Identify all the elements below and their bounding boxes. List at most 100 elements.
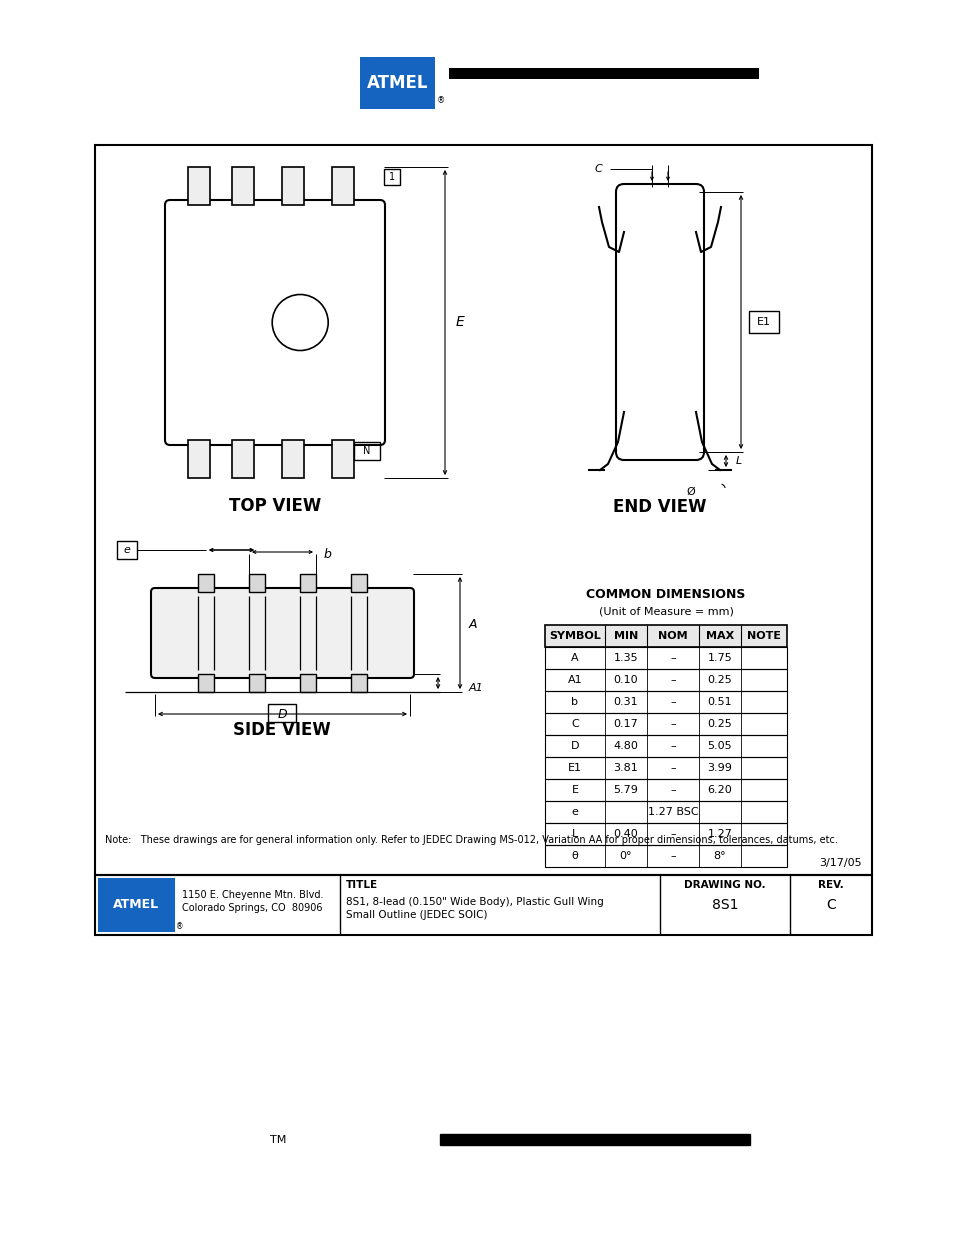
Text: 0.17: 0.17 (613, 719, 638, 729)
Bar (249, 674, 265, 692)
Text: TM: TM (270, 1135, 286, 1145)
Text: NOTE: NOTE (746, 631, 781, 641)
Text: L: L (571, 829, 578, 839)
Text: 8°: 8° (713, 851, 725, 861)
Bar (249, 574, 265, 592)
Text: 1: 1 (389, 172, 395, 182)
Bar (544, 735, 786, 757)
Text: –: – (670, 741, 675, 751)
Text: –: – (670, 653, 675, 663)
Text: 1.75: 1.75 (707, 653, 732, 663)
Text: ATMEL: ATMEL (366, 74, 428, 91)
Bar (351, 674, 367, 692)
Text: DRAWING NO.: DRAWING NO. (683, 881, 765, 890)
FancyBboxPatch shape (151, 588, 414, 678)
Text: COMMON DIMENSIONS: COMMON DIMENSIONS (586, 589, 745, 601)
Bar (282, 440, 304, 478)
Text: 5.05: 5.05 (707, 741, 732, 751)
Text: D: D (570, 741, 578, 751)
Bar (544, 845, 786, 867)
Text: 0.51: 0.51 (707, 697, 732, 706)
Bar (198, 574, 213, 592)
Text: END VIEW: END VIEW (613, 498, 706, 516)
FancyBboxPatch shape (165, 200, 385, 445)
Bar (544, 802, 786, 823)
Bar (439, 1134, 749, 1145)
Text: NOM: NOM (658, 631, 687, 641)
Text: b: b (324, 547, 332, 561)
Text: L: L (735, 456, 741, 466)
Text: C: C (594, 164, 601, 174)
Text: C: C (571, 719, 578, 729)
Text: A1: A1 (567, 676, 581, 685)
Bar (268, 704, 295, 722)
Bar (188, 440, 210, 478)
Text: 3.81: 3.81 (613, 763, 638, 773)
Bar (232, 167, 253, 205)
Text: A: A (469, 619, 477, 631)
Text: –: – (670, 829, 675, 839)
Text: Ø: Ø (686, 487, 695, 496)
Bar (95, 876, 871, 935)
Bar (449, 68, 759, 79)
Text: E: E (571, 785, 578, 795)
Text: E1: E1 (757, 317, 770, 327)
Text: 0°: 0° (619, 851, 632, 861)
Text: –: – (670, 676, 675, 685)
Text: 1.27 BSC: 1.27 BSC (647, 806, 698, 818)
Text: 0.25: 0.25 (707, 719, 732, 729)
Text: SIDE VIEW: SIDE VIEW (233, 721, 331, 739)
Text: 8S1, 8-lead (0.150" Wide Body), Plastic Gull Wing: 8S1, 8-lead (0.150" Wide Body), Plastic … (346, 897, 603, 906)
Text: 1.27: 1.27 (707, 829, 732, 839)
Text: 1.35: 1.35 (613, 653, 638, 663)
Bar (359, 57, 435, 109)
Text: MAX: MAX (705, 631, 734, 641)
Text: θ: θ (571, 851, 578, 861)
Text: e: e (571, 806, 578, 818)
Bar (282, 167, 304, 205)
Text: 3/17/05: 3/17/05 (819, 858, 862, 868)
Bar (198, 674, 213, 692)
Bar (544, 823, 786, 845)
Text: Small Outline (JEDEC SOIC): Small Outline (JEDEC SOIC) (346, 910, 487, 920)
Text: 0.25: 0.25 (707, 676, 732, 685)
Bar (544, 713, 786, 735)
Bar (748, 311, 779, 333)
Bar (99, 879, 173, 931)
Bar (299, 674, 315, 692)
Text: 0.10: 0.10 (613, 676, 638, 685)
Text: (Unit of Measure = mm): (Unit of Measure = mm) (598, 606, 733, 616)
Text: –: – (670, 697, 675, 706)
Bar (117, 541, 137, 559)
Bar (384, 169, 399, 185)
Text: –: – (670, 719, 675, 729)
Text: A1: A1 (469, 683, 483, 693)
Text: b: b (571, 697, 578, 706)
Text: D: D (277, 708, 287, 720)
Text: ®: ® (175, 923, 183, 931)
Bar (354, 442, 379, 459)
Text: –: – (670, 851, 675, 861)
Text: –: – (670, 785, 675, 795)
Bar (351, 574, 367, 592)
Bar (544, 669, 786, 692)
Text: –: – (670, 763, 675, 773)
Text: A: A (571, 653, 578, 663)
Text: Note:   These drawings are for general information only. Refer to JEDEC Drawing : Note: These drawings are for general inf… (105, 835, 837, 845)
Text: 4.80: 4.80 (613, 741, 638, 751)
Bar (544, 757, 786, 779)
Text: ATMEL: ATMEL (113, 899, 159, 911)
Bar (299, 574, 315, 592)
Text: 8S1: 8S1 (711, 898, 738, 911)
Text: 5.79: 5.79 (613, 785, 638, 795)
Text: 0.31: 0.31 (613, 697, 638, 706)
Text: 6.20: 6.20 (707, 785, 732, 795)
Text: SYMBOL: SYMBOL (549, 631, 600, 641)
Text: MIN: MIN (613, 631, 638, 641)
Bar (95, 144, 871, 876)
Bar (332, 167, 354, 205)
Text: E: E (456, 315, 464, 330)
Text: REV.: REV. (818, 881, 843, 890)
Bar (188, 167, 210, 205)
Bar (544, 779, 786, 802)
